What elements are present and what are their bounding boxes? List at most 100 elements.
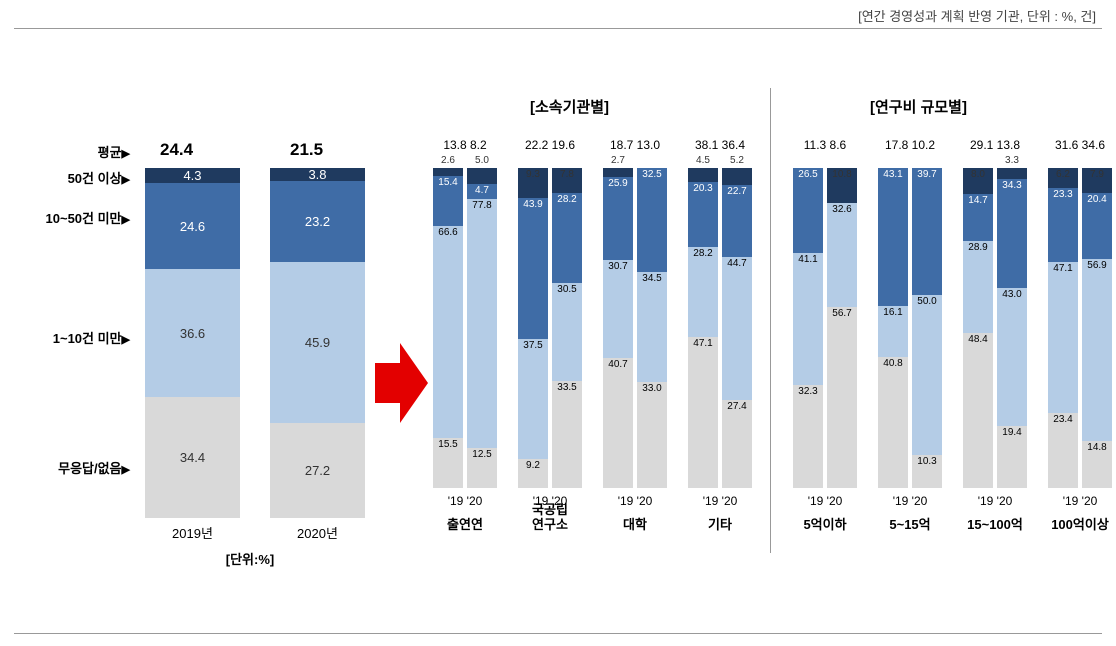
bar-segment: 2.6 (433, 168, 463, 176)
left-chart: 평균▶ 24.4 21.5 50건 이상▶10~50건 미만▶1~10건 미만▶… (20, 58, 370, 588)
small-bar: 4.520.328.247.1 (688, 168, 718, 488)
bar-segment: 27.4 (722, 400, 752, 488)
section-title: [연구비 규모별] (870, 96, 967, 117)
section-title: [소속기관별] (530, 96, 609, 117)
bar-segment: 30.5 (552, 283, 582, 381)
bar-segment: 28.9 (963, 241, 993, 333)
bar-segment: 5.2 (722, 168, 752, 185)
small-bar: 7.828.230.533.5 (552, 168, 582, 488)
year-label: 2019년 (145, 523, 240, 542)
small-bars: 6.223.347.123.47.920.456.914.8 (1045, 168, 1115, 488)
bar-segment: 20.3 (688, 182, 718, 247)
category-label: 국공립연구소 (515, 502, 585, 533)
small-bar: 9.343.937.59.2 (518, 168, 548, 488)
small-avg: 22.2 19.6 (515, 138, 585, 152)
category-label: 출연연 (430, 517, 500, 533)
small-bars: 2.725.930.740.732.534.533.0 (600, 168, 670, 488)
bar-segment: 7.8 (552, 168, 582, 193)
row-label: 1~10건 미만▶ (20, 328, 130, 347)
small-bar: 8.014.728.948.4 (963, 168, 993, 488)
bar-segment: 50.0 (912, 295, 942, 455)
small-group: 13.8 8.22.615.466.615.55.04.777.812.5'19… (430, 138, 500, 528)
bar-segment: 48.4 (963, 333, 993, 488)
year-label: 2020년 (270, 523, 365, 542)
bar-segment: 36.6 (145, 269, 240, 397)
bar-segment: 14.8 (1082, 441, 1112, 488)
small-avg: 29.1 13.8 (960, 138, 1030, 152)
bar-segment: 39.7 (912, 168, 942, 295)
small-avg: 31.6 34.6 (1045, 138, 1115, 152)
bar-segment: 40.7 (603, 358, 633, 488)
small-bar: 3.334.343.019.4 (997, 168, 1027, 488)
bar-segment: 10.3 (912, 455, 942, 488)
small-group: 29.1 13.8 8.014.728.948.43.334.343.019.4 '… (960, 138, 1030, 528)
row-label: 무응답/없음▶ (20, 458, 130, 477)
small-bars: 8.014.728.948.43.334.343.019.4 (960, 168, 1030, 488)
bar-segment: 77.8 (467, 199, 497, 448)
bar-segment: 8.0 (963, 168, 993, 194)
bar-segment: 33.5 (552, 381, 582, 488)
bar-segment: 9.2 (518, 459, 548, 488)
right-chart-area: [소속기관별] [연구비 규모별] 13.8 8.2 2.615.466.615.5… (430, 58, 1110, 588)
bar-segment: 3.3 (997, 168, 1027, 179)
small-group: 11.3 8.626.541.132.310.832.656.7'19 '205… (790, 138, 860, 528)
bar-segment: 34.3 (997, 179, 1027, 289)
bar-segment: 44.7 (722, 257, 752, 400)
bar-segment: 15.4 (433, 176, 463, 225)
small-avg: 13.8 8.2 (430, 138, 500, 152)
small-bar: 2.615.466.615.5 (433, 168, 463, 488)
avg-2020: 21.5 (290, 140, 323, 160)
bar-segment: 41.1 (793, 253, 823, 385)
small-group: 17.8 10.243.116.140.839.750.010.3'19 '20… (875, 138, 945, 528)
bar-segment: 56.7 (827, 307, 857, 488)
category-label: 대학 (600, 517, 670, 533)
bar-segment: 4.3 (145, 168, 240, 183)
bar-segment: 27.2 (270, 423, 365, 518)
bar-segment: 5.0 (467, 168, 497, 184)
bar-segment: 28.2 (552, 193, 582, 283)
small-bar: 2.725.930.740.7 (603, 168, 633, 488)
small-bars: 4.520.328.247.15.222.744.727.4 (685, 168, 755, 488)
rule-bottom (14, 633, 1102, 634)
category-label: 15~100억 (960, 517, 1030, 533)
small-group: 22.2 19.69.343.937.59.27.828.230.533.5'1… (515, 138, 585, 528)
bar-segment: 9.3 (518, 168, 548, 198)
small-group: 18.7 13.02.725.930.740.732.534.533.0'19 … (600, 138, 670, 528)
small-avg: 18.7 13.0 (600, 138, 670, 152)
bar-segment: 56.9 (1082, 259, 1112, 441)
bar-segment: 15.5 (433, 438, 463, 488)
bar-segment: 33.0 (637, 382, 667, 488)
bar-segment: 45.9 (270, 262, 365, 423)
bar-segment: 25.9 (603, 177, 633, 260)
small-year-label: '19 '20 (875, 494, 945, 508)
bar-segment: 10.8 (827, 168, 857, 203)
small-bar: 43.116.140.8 (878, 168, 908, 488)
small-bar: 5.222.744.727.4 (722, 168, 752, 488)
bar-segment: 23.2 (270, 181, 365, 262)
small-bar: 32.534.533.0 (637, 168, 667, 488)
chart-area: 평균▶ 24.4 21.5 50건 이상▶10~50건 미만▶1~10건 미만▶… (0, 38, 1116, 626)
category-label: 5~15억 (875, 517, 945, 533)
small-bars: 26.541.132.310.832.656.7 (790, 168, 860, 488)
small-bars: 2.615.466.615.55.04.777.812.5 (430, 168, 500, 488)
bar-segment: 26.5 (793, 168, 823, 253)
bar-segment: 43.0 (997, 288, 1027, 426)
big-bar: 4.324.636.634.4 (145, 168, 240, 518)
row-label: 10~50건 미만▶ (20, 208, 130, 227)
bar-segment: 30.7 (603, 260, 633, 358)
small-year-label: '19 '20 (430, 494, 500, 508)
small-year-label: '19 '20 (685, 494, 755, 508)
bar-segment: 4.7 (467, 184, 497, 199)
bar-segment: 28.2 (688, 247, 718, 337)
bar-segment: 2.7 (603, 168, 633, 177)
bar-segment: 34.5 (637, 272, 667, 382)
small-bars: 43.116.140.839.750.010.3 (875, 168, 945, 488)
bar-segment: 16.1 (878, 306, 908, 358)
small-avg: 38.1 36.4 (685, 138, 755, 152)
bar-segment: 37.5 (518, 339, 548, 459)
small-bar: 39.750.010.3 (912, 168, 942, 488)
bar-segment: 22.7 (722, 185, 752, 258)
small-bar: 7.920.456.914.8 (1082, 168, 1112, 488)
small-group: 31.6 34.66.223.347.123.47.920.456.914.8'… (1045, 138, 1115, 528)
small-year-label: '19 '20 (960, 494, 1030, 508)
